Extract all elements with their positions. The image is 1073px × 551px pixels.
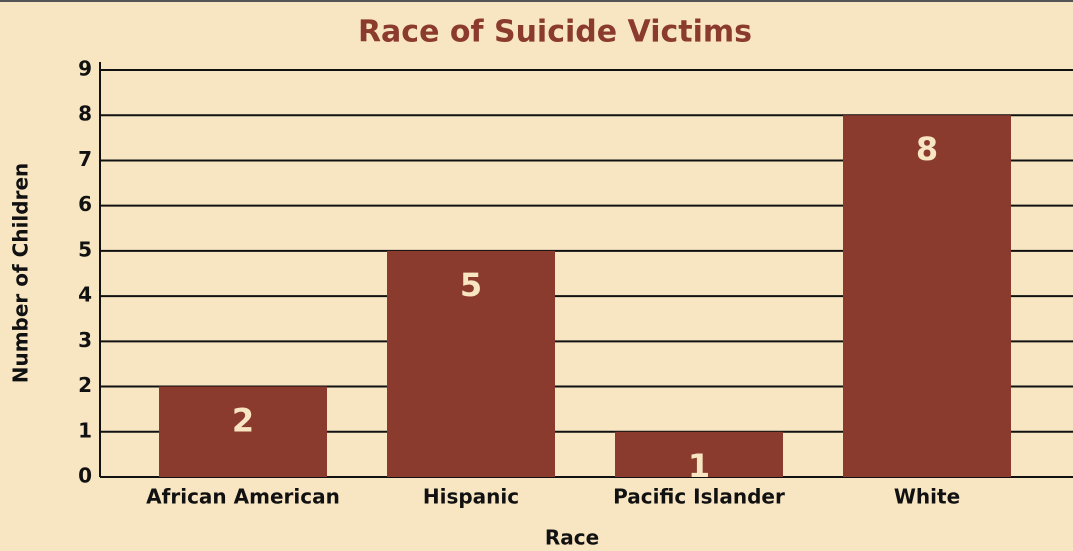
y-tick-label: 4 xyxy=(78,283,92,307)
y-tick-label: 0 xyxy=(78,464,92,488)
value-label: 1 xyxy=(688,447,710,485)
x-tick-label: White xyxy=(894,485,960,509)
x-tick-label: African American xyxy=(146,485,340,509)
bar xyxy=(843,115,1011,477)
y-tick-label: 6 xyxy=(78,192,92,216)
y-tick-label: 3 xyxy=(78,328,92,352)
value-label: 8 xyxy=(916,130,938,168)
y-axis-label: Number of Children xyxy=(9,163,33,384)
chart-title: Race of Suicide Victims xyxy=(358,15,752,50)
value-label: 5 xyxy=(460,266,482,304)
bar xyxy=(387,250,555,477)
x-tick-label: Hispanic xyxy=(423,485,519,509)
y-tick-label: 8 xyxy=(78,102,92,126)
y-tick-label: 2 xyxy=(78,373,92,397)
y-tick-label: 7 xyxy=(78,147,92,171)
value-label: 2 xyxy=(232,402,254,440)
bar xyxy=(615,431,783,477)
x-axis-label: Race xyxy=(545,526,599,550)
x-tick-label: Pacific Islander xyxy=(613,485,785,509)
y-tick-label: 5 xyxy=(78,237,92,261)
bar xyxy=(159,386,327,477)
y-tick-label: 9 xyxy=(78,57,92,81)
y-tick-label: 1 xyxy=(78,418,92,442)
